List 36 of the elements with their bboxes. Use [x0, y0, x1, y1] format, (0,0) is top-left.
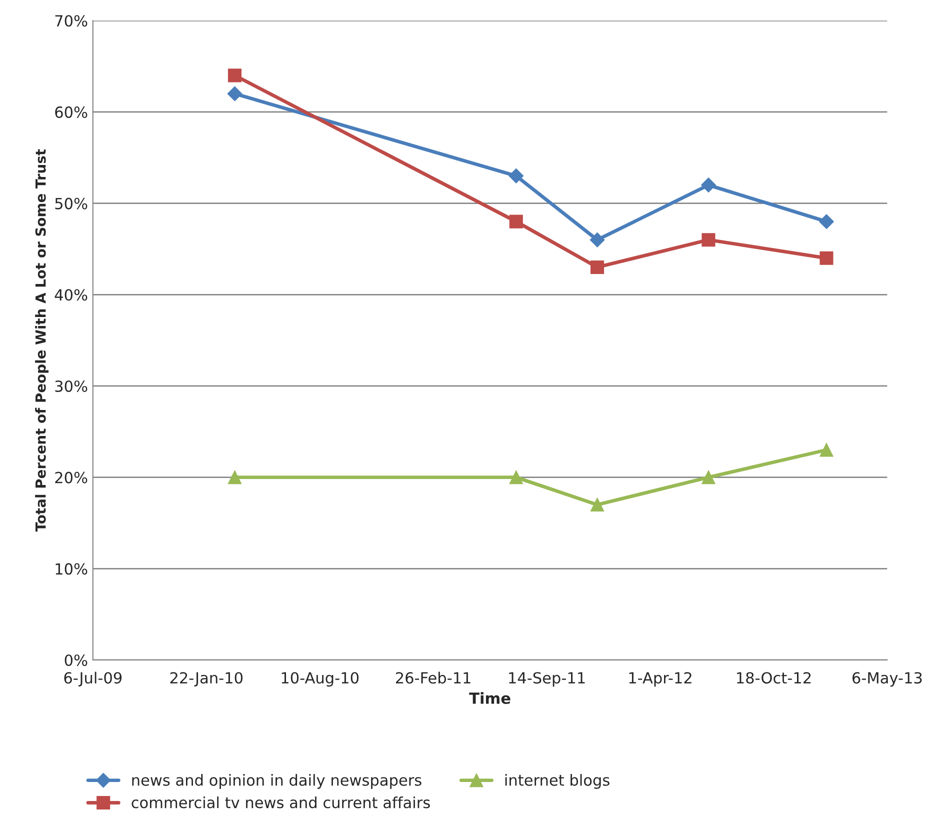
- point: [590, 260, 604, 274]
- point: [820, 443, 834, 457]
- x-tick-label: 22-Jan-10: [170, 672, 243, 686]
- x-tick-label: 6-Jul-09: [64, 672, 122, 686]
- point: [819, 214, 834, 229]
- legend-label: news and opinion in daily newspapers: [132, 774, 422, 789]
- point: [701, 178, 716, 192]
- x-axis-title: Time: [469, 692, 510, 704]
- point: [228, 470, 242, 484]
- point: [509, 470, 523, 484]
- point: [702, 470, 716, 484]
- point: [508, 168, 524, 184]
- x-tick-label: 1-Apr-12: [629, 672, 692, 687]
- x-tick-label: 14-Sep-11: [509, 672, 585, 687]
- point: [509, 214, 523, 228]
- point: [590, 232, 605, 248]
- legend-label: commercial tv news and current affairs: [132, 796, 430, 808]
- y-axis-title: Total Percent of People With A Lot or Some Trust: [35, 149, 49, 532]
- y-tick-label: 30%: [55, 380, 88, 392]
- x-tick-label: 6-May-13: [852, 672, 922, 687]
- y-tick-label: 70%: [55, 15, 88, 27]
- y-tick-label: 60%: [55, 106, 88, 118]
- point: [590, 498, 604, 512]
- x-tick-label: 18-Oct-12: [737, 672, 811, 684]
- y-tick-label: 40%: [54, 289, 88, 301]
- y-tick-label: 50%: [55, 198, 88, 210]
- legend-label: internet blogs: [505, 774, 610, 789]
- y-tick-label: 10%: [56, 563, 88, 575]
- y-tick-label: 20%: [55, 472, 88, 484]
- point: [227, 86, 242, 102]
- point: [228, 68, 242, 82]
- y-tick-label: 0%: [64, 654, 88, 666]
- x-tick-label: 26-Feb-11: [396, 672, 470, 684]
- point: [820, 251, 834, 265]
- point: [702, 233, 716, 247]
- x-tick-label: 10-Aug-10: [282, 672, 359, 687]
